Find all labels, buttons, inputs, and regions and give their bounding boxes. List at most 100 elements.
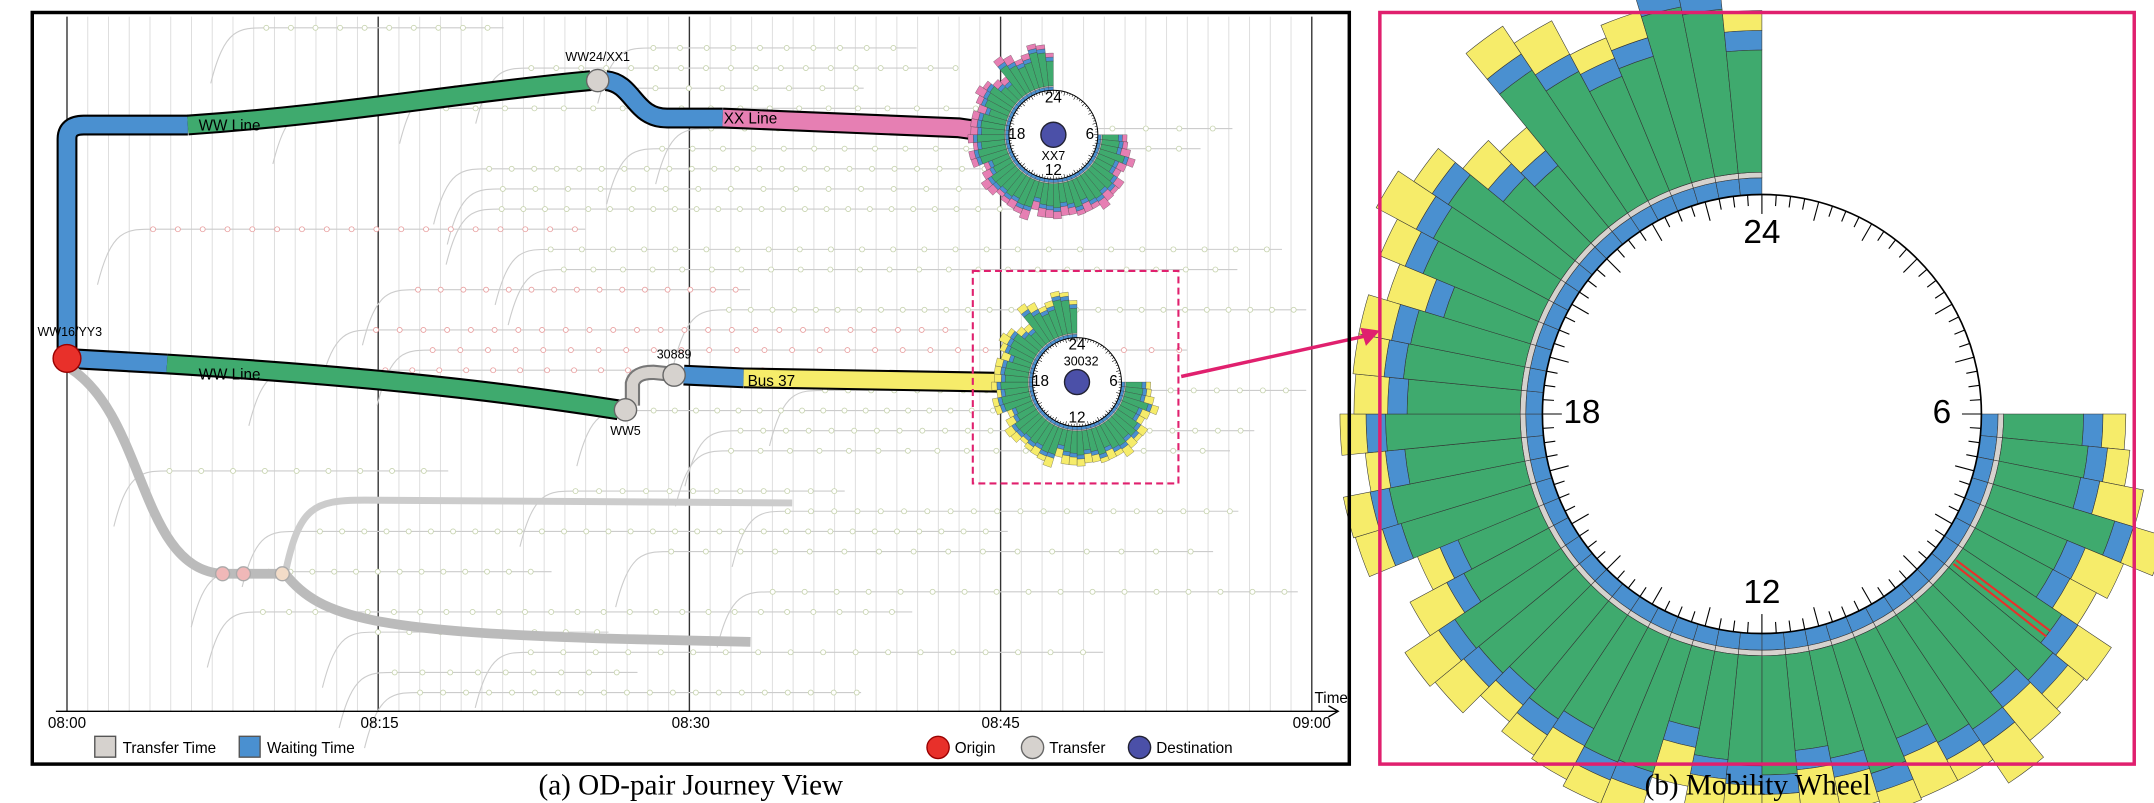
clock-tick — [1542, 427, 1555, 429]
clock-tick — [1010, 144, 1015, 147]
network-stop — [662, 186, 669, 192]
clock-tick — [1017, 107, 1021, 110]
clock-tick — [1092, 340, 1095, 344]
clock-tick — [1651, 223, 1663, 242]
network-stop — [942, 427, 949, 434]
wheel-segment — [1724, 30, 1763, 52]
clock-tick — [1045, 410, 1049, 414]
clock-tick — [1062, 339, 1064, 343]
network-stop — [801, 588, 808, 595]
network-stop — [963, 447, 970, 454]
network-stop — [1214, 427, 1221, 434]
clock-tick — [1841, 606, 1847, 618]
wheel-segment — [1059, 291, 1069, 298]
network-stop — [757, 609, 764, 615]
network-stop — [876, 548, 882, 555]
transfer-stop — [613, 398, 638, 422]
network-stop — [553, 165, 560, 172]
network-stop — [733, 347, 740, 354]
network-stop — [1095, 306, 1102, 313]
clock-tick — [1877, 586, 1885, 597]
network-stop — [964, 427, 971, 434]
network-stop — [852, 65, 859, 71]
network-stop — [472, 226, 479, 233]
clock-tick — [1034, 367, 1038, 369]
clock-tick — [1114, 362, 1117, 364]
network-stop — [917, 649, 924, 656]
network-stop — [1153, 548, 1159, 555]
network-stop — [578, 65, 585, 71]
network-stop — [847, 327, 854, 333]
clock-tick — [1606, 258, 1621, 273]
clock-tick — [1093, 120, 1096, 122]
wheel-segment — [1069, 304, 1078, 309]
clock-tick — [1041, 173, 1044, 178]
network-stop — [801, 165, 808, 172]
network-stop — [450, 528, 457, 535]
network-stop — [1138, 306, 1145, 313]
network-stop — [921, 306, 928, 313]
wheel-segment — [1352, 333, 1390, 378]
clock-tick — [1013, 114, 1016, 117]
clock-tick — [1091, 114, 1094, 117]
time-tick-label: 08:15 — [360, 715, 398, 732]
network-stop — [486, 165, 493, 172]
network-stop — [827, 528, 834, 535]
clock-tick — [1564, 316, 1576, 323]
wheel-segment — [1045, 56, 1054, 62]
network-stop — [750, 145, 757, 152]
clock-tick — [1116, 392, 1121, 394]
network-stop — [1139, 246, 1146, 253]
network-stop — [578, 246, 585, 253]
network-stop — [845, 206, 852, 213]
network-stop — [783, 528, 789, 535]
journey-routes — [56, 70, 1071, 647]
network-stop — [786, 85, 792, 92]
wheel-segment — [1525, 390, 1544, 415]
wheel-segment — [1001, 374, 1006, 383]
network-stop — [902, 145, 909, 152]
network-stop — [965, 306, 971, 313]
network-stop — [174, 226, 181, 233]
route-label: Bus 37 — [748, 373, 796, 390]
network-stop — [857, 266, 863, 273]
network-stop — [563, 206, 570, 213]
network-stop — [975, 206, 982, 213]
time-tick-label: 09:00 — [1293, 715, 1331, 732]
network-stop — [982, 528, 989, 535]
network-stop — [166, 468, 173, 474]
network-line — [474, 651, 1104, 708]
time-tick-label: 08:00 — [48, 715, 86, 732]
clock-tick — [1544, 384, 1556, 388]
clock-tick — [1902, 258, 1918, 273]
network-stop — [777, 65, 784, 71]
network-stop — [959, 165, 965, 172]
network-stop — [613, 669, 620, 676]
network-line — [446, 188, 1045, 245]
wheel-segment — [1738, 177, 1763, 196]
network-stop — [590, 105, 597, 112]
network-stop — [1045, 246, 1052, 253]
wheel-segment — [968, 150, 977, 161]
network-stop — [603, 65, 610, 71]
network-stop — [733, 165, 740, 172]
network-stop — [592, 649, 599, 656]
clock-tick — [1571, 303, 1589, 315]
network-stop — [286, 609, 293, 615]
network-stop — [586, 327, 593, 333]
clock-label: 18 — [1563, 394, 1600, 431]
network-stop — [960, 528, 967, 535]
clock-tick — [1718, 198, 1722, 210]
waiting-segment — [604, 72, 723, 127]
network-stop — [1047, 649, 1054, 656]
clock-tick — [1116, 367, 1120, 369]
network-stop — [735, 407, 742, 414]
transfer-stop — [585, 68, 610, 93]
clock-tick — [1045, 350, 1049, 354]
wheel-segment — [1738, 632, 1763, 651]
network-stop — [731, 609, 738, 615]
network-stop — [849, 528, 856, 535]
network-stop — [769, 588, 776, 595]
network-stop — [1117, 306, 1123, 313]
network-stop — [936, 165, 943, 172]
